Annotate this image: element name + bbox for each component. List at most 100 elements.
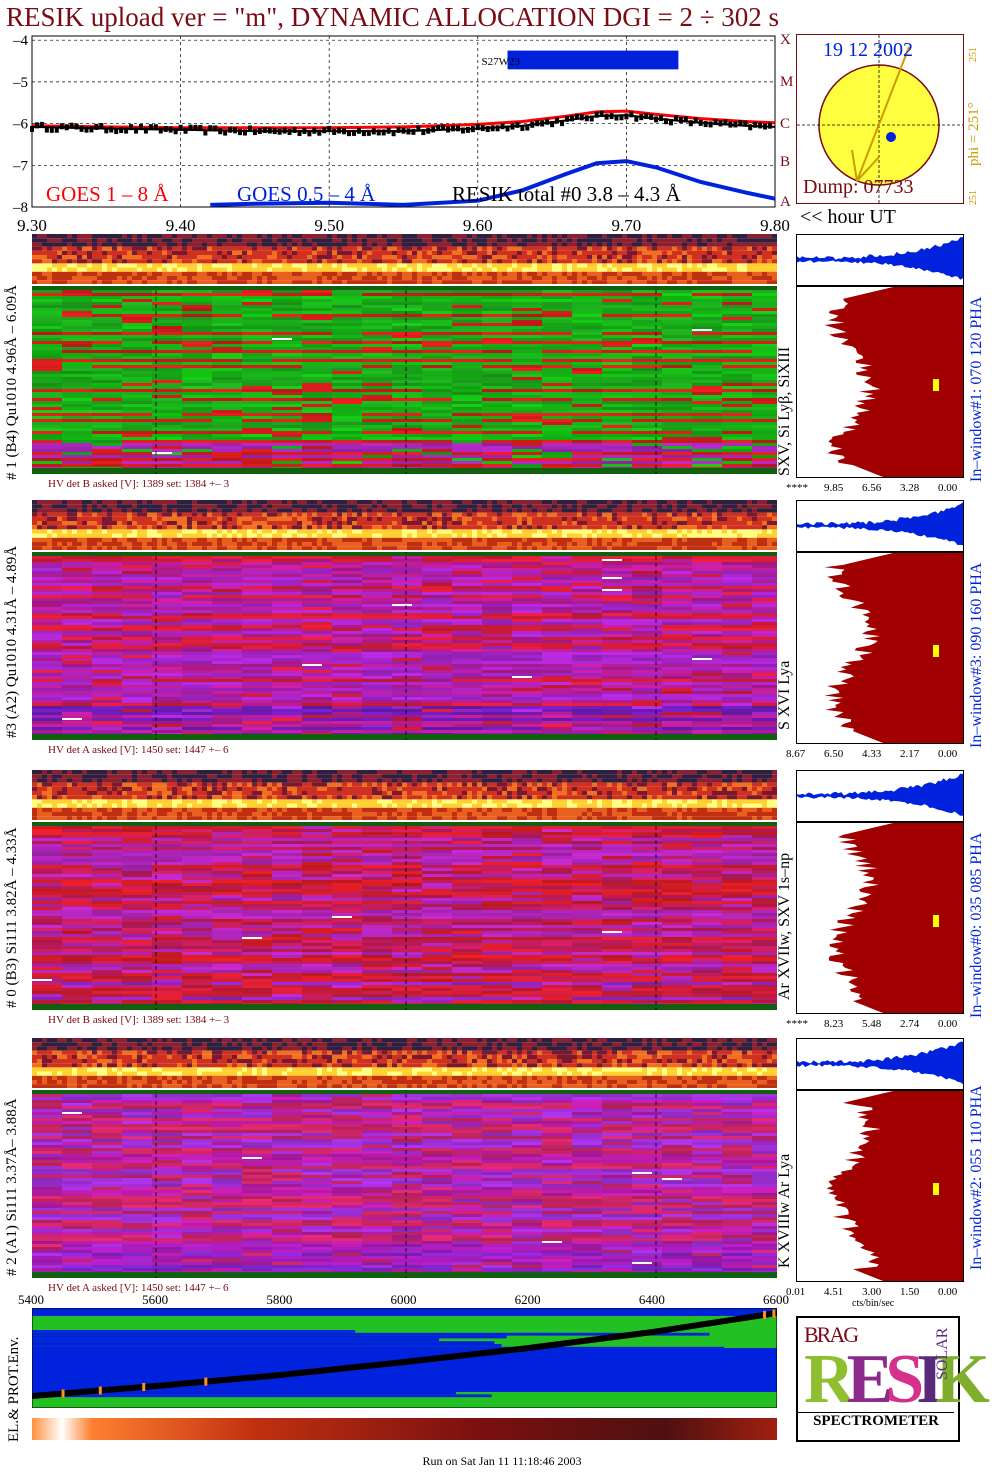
strip-cell	[47, 280, 52, 284]
heatmap-cell	[542, 311, 572, 314]
strip-cell	[737, 276, 742, 281]
strip-cell	[167, 238, 172, 243]
strip-cell	[332, 242, 337, 247]
heatmap-cell	[752, 344, 777, 347]
heatmap-cell	[212, 413, 242, 416]
heatmap-cell	[362, 410, 392, 413]
heatmap-cell	[512, 290, 542, 293]
strip-cell	[362, 276, 367, 281]
heatmap-cell	[602, 386, 632, 389]
strip-cell	[722, 512, 727, 517]
heatmap-cell	[512, 299, 542, 302]
strip-cell	[167, 512, 172, 517]
strip-cell	[732, 255, 737, 260]
strip-cell	[637, 276, 642, 281]
strip-cell	[312, 512, 317, 517]
strip-cell	[342, 267, 347, 272]
strip-cell	[162, 276, 167, 281]
heatmap-cell	[392, 335, 422, 338]
strip-cell	[197, 521, 202, 526]
strip-cell	[512, 259, 517, 264]
strip-cell	[272, 504, 277, 509]
strip-cell	[662, 259, 667, 264]
strip-cell	[767, 267, 772, 272]
strip-cell	[32, 271, 37, 276]
strip-cell	[402, 242, 407, 247]
heatmap-cell	[542, 365, 572, 368]
strip-cell	[152, 271, 157, 276]
heatmap-cell	[62, 407, 92, 410]
strip-cell	[712, 259, 717, 264]
strip-cell	[157, 533, 162, 538]
resik-point-13	[94, 123, 99, 130]
strip-cell	[107, 234, 112, 239]
strip-cell	[492, 521, 497, 526]
strip-cell	[37, 516, 42, 521]
strip-cell	[462, 525, 467, 530]
heatmap-cell	[122, 437, 152, 440]
strip-cell	[257, 250, 262, 255]
strip-cell	[287, 259, 292, 264]
strip-cell	[707, 516, 712, 521]
heatmap-cell	[92, 350, 122, 353]
heatmap-cell	[662, 296, 692, 299]
strip-cell	[257, 242, 262, 247]
strip-cell	[192, 521, 197, 526]
strip-cell	[697, 529, 702, 534]
strip-cell	[742, 263, 747, 268]
strip-cell	[542, 533, 547, 538]
strip-cell	[352, 525, 357, 530]
strip-cell	[82, 246, 87, 251]
strip-cell	[542, 263, 547, 268]
heatmap-cell	[92, 449, 122, 452]
strip-cell	[47, 529, 52, 534]
heatmap-cell	[152, 326, 182, 329]
strip-cell	[377, 271, 382, 276]
strip-cell	[77, 533, 82, 538]
strip-cell	[592, 234, 597, 239]
strip-cell	[617, 512, 622, 517]
strip-cell	[67, 271, 72, 276]
strip-cell	[682, 533, 687, 538]
heatmap-cell	[302, 404, 332, 407]
strip-cell	[717, 234, 722, 239]
strip-cell	[207, 537, 212, 542]
strip-cell	[692, 280, 697, 284]
strip-cell	[212, 267, 217, 272]
strip-cell	[182, 242, 187, 247]
heatmap-cell	[122, 311, 152, 314]
strip-cell	[47, 263, 52, 268]
strip-cell	[642, 533, 647, 538]
strip-cell	[77, 508, 82, 513]
strip-cell	[422, 255, 427, 260]
strip-cell	[617, 521, 622, 526]
strip-cell	[42, 533, 47, 538]
strip-cell	[382, 276, 387, 281]
strip-cell	[262, 533, 267, 538]
heatmap-cell	[182, 419, 212, 422]
strip-cell	[142, 259, 147, 264]
strip-cell	[237, 533, 242, 538]
strip-cell	[357, 537, 362, 542]
heatmap-cell	[572, 365, 602, 368]
strip-cell	[707, 512, 712, 517]
heatmap-cell	[182, 386, 212, 389]
strip-cell	[132, 500, 137, 505]
strip-cell	[142, 246, 147, 251]
strip-cell	[522, 537, 527, 542]
heatmap-cell	[32, 395, 62, 398]
strip-cell	[692, 500, 697, 505]
strip-cell	[647, 259, 652, 264]
strip-cell	[327, 500, 332, 505]
strip-cell	[412, 255, 417, 260]
strip-cell	[737, 246, 742, 251]
heatmap-cell	[242, 431, 272, 434]
strip-cell	[212, 508, 217, 513]
heatmap-cell	[92, 371, 122, 374]
strip-cell	[42, 521, 47, 526]
strip-cell	[177, 250, 182, 255]
strip-cell	[452, 516, 457, 521]
heatmap-cell	[422, 425, 452, 428]
strip-cell	[512, 234, 517, 239]
strip-cell	[267, 504, 272, 509]
